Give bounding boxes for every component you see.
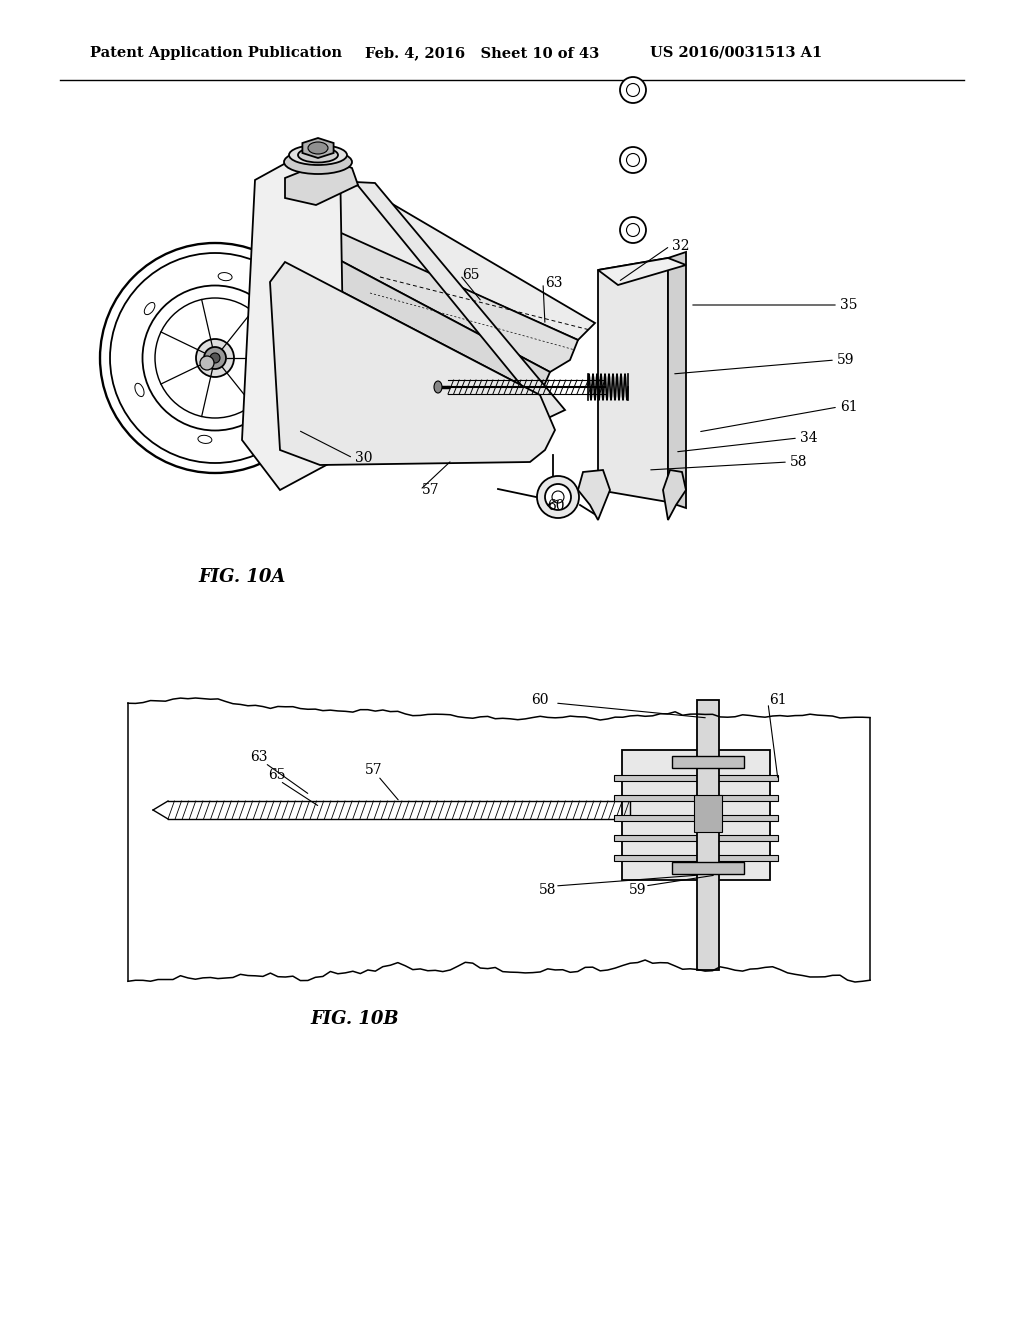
Text: 34: 34 [800, 432, 817, 445]
Polygon shape [614, 855, 778, 861]
Polygon shape [622, 750, 770, 880]
Polygon shape [298, 218, 578, 372]
Text: 32: 32 [672, 239, 689, 253]
Text: Patent Application Publication: Patent Application Publication [90, 46, 342, 59]
Ellipse shape [620, 147, 646, 173]
Polygon shape [694, 795, 722, 832]
Polygon shape [302, 139, 334, 158]
Ellipse shape [200, 356, 214, 370]
Text: 65: 65 [268, 768, 286, 781]
Polygon shape [598, 257, 686, 285]
Text: 57: 57 [365, 763, 383, 777]
Text: 60: 60 [547, 499, 564, 513]
Text: 61: 61 [840, 400, 858, 414]
Text: US 2016/0031513 A1: US 2016/0031513 A1 [650, 46, 822, 59]
Ellipse shape [620, 77, 646, 103]
Ellipse shape [308, 143, 328, 154]
Ellipse shape [298, 148, 338, 162]
Polygon shape [242, 158, 345, 490]
Ellipse shape [210, 352, 220, 363]
Polygon shape [672, 756, 744, 768]
Text: 60: 60 [531, 693, 549, 708]
Ellipse shape [289, 145, 347, 165]
Text: 61: 61 [769, 693, 786, 708]
Text: 59: 59 [630, 883, 647, 898]
Ellipse shape [204, 347, 226, 370]
Polygon shape [128, 698, 870, 982]
Ellipse shape [284, 150, 352, 174]
Text: 65: 65 [462, 268, 479, 282]
Polygon shape [614, 836, 778, 841]
Text: FIG. 10A: FIG. 10A [198, 568, 286, 586]
Ellipse shape [545, 484, 571, 510]
Polygon shape [598, 257, 668, 502]
Text: 30: 30 [355, 451, 373, 465]
Polygon shape [672, 862, 744, 874]
Text: 63: 63 [250, 750, 267, 764]
Ellipse shape [196, 339, 234, 378]
Polygon shape [305, 185, 595, 341]
Ellipse shape [537, 477, 579, 517]
Polygon shape [668, 252, 686, 508]
Polygon shape [270, 261, 555, 465]
Polygon shape [285, 238, 550, 395]
Polygon shape [578, 470, 610, 520]
Text: FIG. 10B: FIG. 10B [310, 1010, 398, 1028]
Text: Feb. 4, 2016   Sheet 10 of 43: Feb. 4, 2016 Sheet 10 of 43 [365, 46, 599, 59]
Polygon shape [614, 814, 778, 821]
Polygon shape [285, 160, 358, 205]
Text: 63: 63 [545, 276, 562, 290]
Polygon shape [355, 182, 565, 418]
Polygon shape [663, 470, 686, 520]
Text: 57: 57 [422, 483, 439, 498]
Polygon shape [697, 700, 719, 970]
Ellipse shape [434, 381, 442, 393]
Polygon shape [614, 775, 778, 781]
Polygon shape [614, 795, 778, 801]
Text: 58: 58 [540, 883, 557, 898]
Text: 35: 35 [840, 298, 857, 312]
Text: 58: 58 [790, 455, 808, 469]
Text: 59: 59 [837, 352, 854, 367]
Ellipse shape [620, 216, 646, 243]
